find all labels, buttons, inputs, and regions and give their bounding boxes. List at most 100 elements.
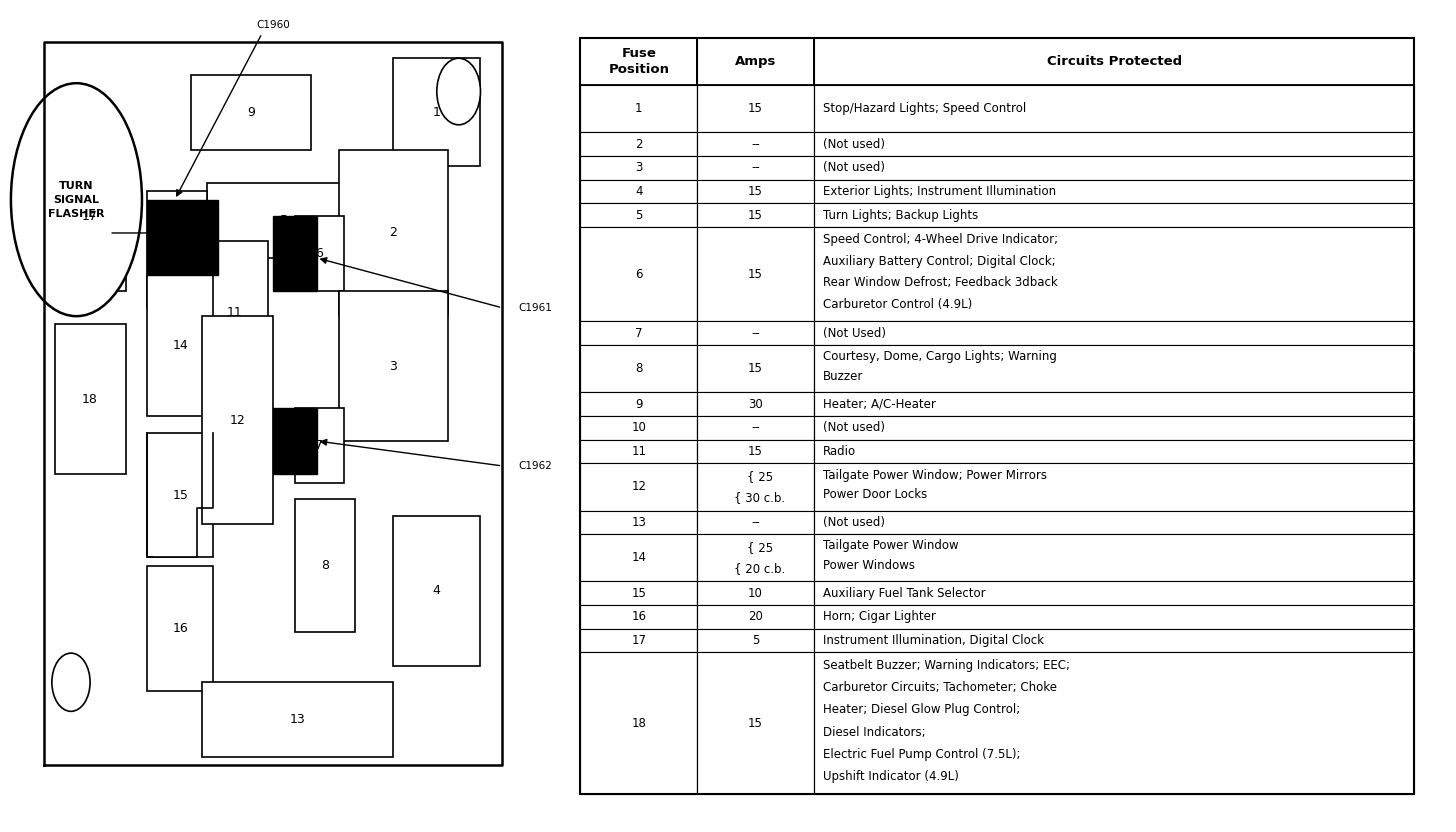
Text: 8: 8 [320, 559, 329, 572]
Bar [202, 241, 268, 383]
Text: Buzzer: Buzzer [823, 370, 863, 383]
Bar [581, 345, 697, 393]
Text: 6: 6 [316, 247, 323, 260]
Text: 3: 3 [389, 359, 397, 373]
Text: 20: 20 [748, 611, 763, 623]
Text: Carburetor Control (4.9L): Carburetor Control (4.9L) [823, 298, 973, 311]
Text: 15: 15 [172, 488, 188, 502]
Bar [814, 582, 1414, 605]
Bar [294, 499, 355, 632]
Text: Diesel Indicators;: Diesel Indicators; [823, 726, 926, 739]
Bar [697, 321, 814, 345]
Text: Radio: Radio [823, 445, 856, 458]
Text: 12: 12 [230, 414, 246, 427]
Text: C1962: C1962 [518, 461, 553, 471]
Bar [581, 393, 697, 416]
Bar [581, 85, 697, 132]
Bar [338, 291, 448, 441]
Bar [147, 433, 213, 557]
Bar [581, 511, 697, 534]
Bar [147, 275, 213, 416]
Text: 10: 10 [632, 421, 646, 434]
Bar [697, 393, 814, 416]
Text: (Not used): (Not used) [823, 161, 885, 175]
Bar [814, 156, 1414, 180]
Text: Tailgate Power Window: Tailgate Power Window [823, 539, 958, 552]
Bar [147, 191, 208, 308]
Bar [294, 408, 344, 483]
Text: Electric Fuel Pump Control (7.5L);: Electric Fuel Pump Control (7.5L); [823, 748, 1021, 760]
Text: Power Door Locks: Power Door Locks [823, 488, 927, 502]
Bar [697, 416, 814, 439]
Text: Heater; A/C-Heater: Heater; A/C-Heater [823, 398, 936, 411]
Text: { 30 c.b.: { 30 c.b. [734, 491, 785, 504]
Bar [581, 180, 697, 203]
Bar [274, 216, 317, 291]
Text: 14: 14 [632, 552, 646, 564]
Text: Rear Window Defrost; Feedback 3dback: Rear Window Defrost; Feedback 3dback [823, 276, 1057, 290]
Text: --: -- [751, 327, 760, 339]
Text: Amps: Amps [735, 55, 776, 68]
Text: 15: 15 [748, 185, 763, 198]
Bar [581, 416, 697, 439]
Text: C1960: C1960 [256, 20, 290, 30]
Text: { 25: { 25 [747, 541, 773, 554]
Bar [697, 652, 814, 795]
Text: (Not used): (Not used) [823, 421, 885, 434]
Bar [697, 37, 814, 85]
Text: 3: 3 [635, 161, 642, 175]
Bar [697, 511, 814, 534]
Bar [581, 463, 697, 511]
Bar [697, 132, 814, 156]
Text: 15: 15 [632, 587, 646, 600]
Text: 7: 7 [635, 327, 642, 339]
Text: 1: 1 [432, 106, 441, 119]
Bar [581, 605, 697, 629]
Text: 1: 1 [635, 102, 642, 115]
Text: Circuits Protected: Circuits Protected [1047, 55, 1182, 68]
Text: 11: 11 [632, 445, 646, 458]
Bar [274, 408, 317, 474]
Text: 5: 5 [751, 634, 759, 647]
Bar [814, 37, 1414, 85]
Bar [697, 203, 814, 227]
Bar [814, 439, 1414, 463]
Text: --: -- [751, 421, 760, 434]
Text: Heater; Diesel Glow Plug Control;: Heater; Diesel Glow Plug Control; [823, 704, 1021, 716]
Text: Turn Lights; Backup Lights: Turn Lights; Backup Lights [823, 209, 978, 221]
Bar [814, 321, 1414, 345]
Text: 16: 16 [172, 622, 188, 635]
Bar [814, 345, 1414, 393]
Bar [814, 227, 1414, 321]
Text: (Not Used): (Not Used) [823, 327, 885, 339]
Text: Courtesy, Dome, Cargo Lights; Warning: Courtesy, Dome, Cargo Lights; Warning [823, 350, 1057, 364]
Text: Upshift Indicator (4.9L): Upshift Indicator (4.9L) [823, 770, 958, 783]
Bar [581, 582, 697, 605]
Bar [814, 605, 1414, 629]
Text: (Not used): (Not used) [823, 516, 885, 529]
Text: 15: 15 [748, 717, 763, 730]
Text: 8: 8 [635, 362, 642, 375]
Text: C1961: C1961 [518, 303, 553, 313]
Text: 17: 17 [632, 634, 646, 647]
Bar [208, 183, 361, 258]
Text: Stop/Hazard Lights; Speed Control: Stop/Hazard Lights; Speed Control [823, 102, 1026, 115]
Bar [393, 516, 480, 666]
Text: Horn; Cigar Lighter: Horn; Cigar Lighter [823, 611, 936, 623]
Text: 11: 11 [227, 305, 243, 319]
Bar [814, 203, 1414, 227]
Bar [697, 605, 814, 629]
Bar [697, 629, 814, 652]
Text: 15: 15 [748, 268, 763, 280]
Text: 18: 18 [632, 717, 646, 730]
Bar [581, 629, 697, 652]
Text: 5: 5 [280, 214, 288, 227]
Bar [581, 227, 697, 321]
Text: 10: 10 [748, 587, 763, 600]
Text: --: -- [751, 516, 760, 529]
Bar [697, 227, 814, 321]
Bar [581, 203, 697, 227]
Bar [697, 156, 814, 180]
Text: Carburetor Circuits; Tachometer; Choke: Carburetor Circuits; Tachometer; Choke [823, 681, 1057, 695]
Text: Seatbelt Buzzer; Warning Indicators; EEC;: Seatbelt Buzzer; Warning Indicators; EEC… [823, 659, 1070, 672]
